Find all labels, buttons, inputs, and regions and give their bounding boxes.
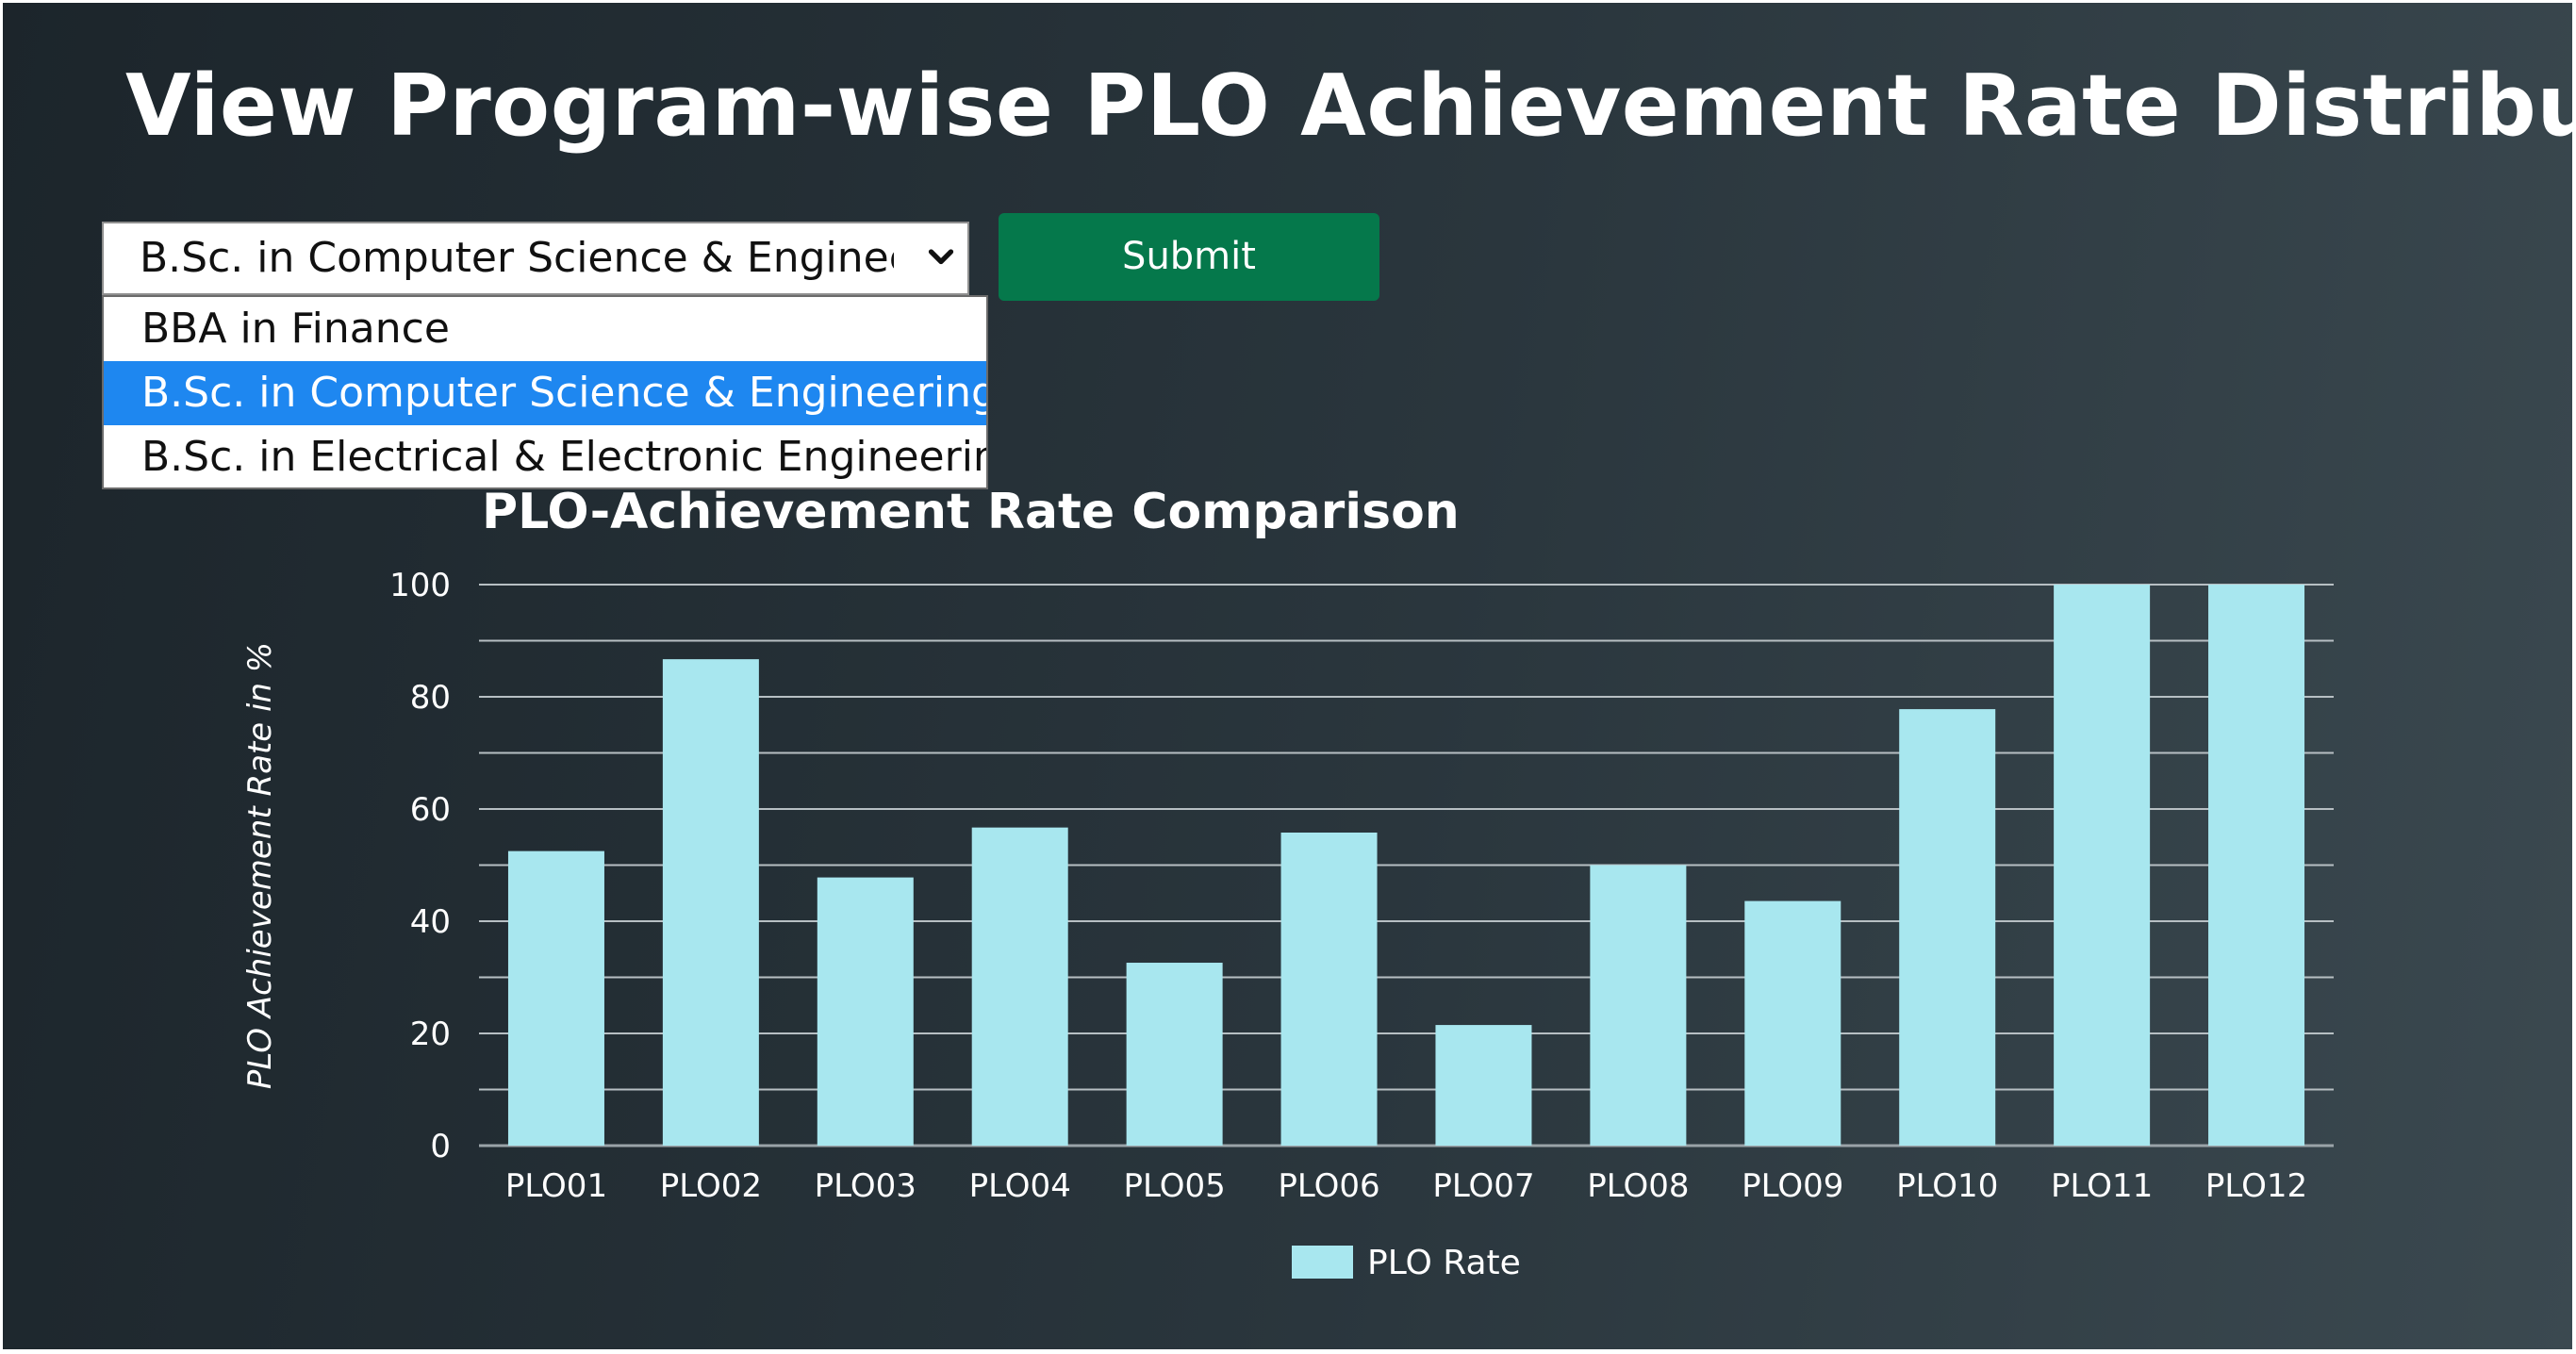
y-tick-label: 60 [410, 791, 451, 829]
bar-plo07[interactable] [1435, 1025, 1532, 1146]
program-select-value: B.Sc. in Computer Science & Engineer [140, 234, 894, 282]
chart-title: PLO-Achievement Rate Comparison [482, 484, 1460, 540]
bar-plo01[interactable] [507, 850, 604, 1146]
bar-plo06[interactable] [1280, 832, 1378, 1146]
dropdown-option-selected[interactable]: B.Sc. in Computer Science & Engineering [104, 361, 986, 425]
legend-label: PLO Rate [1367, 1244, 1521, 1282]
page-panel: View Program-wise PLO Achievement Rate D… [3, 3, 2572, 1349]
x-tick-label: PLO08 [1587, 1167, 1689, 1205]
x-tick-label: PLO11 [2051, 1167, 2153, 1205]
x-tick-label: PLO01 [505, 1167, 607, 1205]
bar-chart: 0 20 40 60 80 100 PLO01 PLO02 PLO03 PLO04 PLO05 PL… [241, 567, 2334, 1282]
x-tick-label: PLO10 [1896, 1167, 1998, 1205]
bar-plo11[interactable] [2054, 585, 2151, 1146]
x-tick-label: PLO02 [660, 1167, 762, 1205]
x-tick-label: PLO07 [1432, 1167, 1534, 1205]
x-tick-label: PLO03 [815, 1167, 916, 1205]
y-axis-label: PLO Achievement Rate in % [241, 642, 279, 1089]
submit-button[interactable]: Submit [999, 213, 1379, 301]
bar-plo05[interactable] [1126, 963, 1223, 1146]
program-select[interactable]: B.Sc. in Computer Science & Engineer [102, 222, 969, 295]
bar-plo08[interactable] [1590, 865, 1687, 1147]
x-tick-label: PLO09 [1742, 1167, 1843, 1205]
program-dropdown-list[interactable]: BBA in Finance B.Sc. in Computer Science… [102, 295, 988, 489]
x-tick-label: PLO06 [1278, 1167, 1379, 1205]
y-tick-label: 100 [389, 567, 451, 604]
chevron-down-icon [928, 249, 954, 265]
dropdown-option[interactable]: BBA in Finance [141, 305, 450, 353]
x-tick-label: PLO05 [1123, 1167, 1225, 1205]
bar-plo02[interactable] [662, 659, 759, 1146]
y-tick-label: 0 [430, 1128, 451, 1165]
x-tick-label: PLO12 [2205, 1167, 2307, 1205]
bar-plo04[interactable] [971, 827, 1068, 1146]
bar-plo12[interactable] [2208, 585, 2305, 1146]
bar-plo03[interactable] [817, 877, 914, 1146]
x-tick-label: PLO04 [969, 1167, 1071, 1205]
y-tick-label: 80 [410, 679, 451, 717]
bar-plo10[interactable] [1899, 709, 1996, 1146]
dropdown-option[interactable]: B.Sc. in Electrical & Electronic Enginee… [141, 433, 986, 481]
y-tick-label: 40 [410, 903, 451, 941]
page-title: View Program-wise PLO Achievement Rate D… [125, 57, 2572, 156]
legend-swatch [1292, 1246, 1353, 1279]
y-tick-label: 20 [410, 1016, 451, 1053]
bar-plo09[interactable] [1744, 900, 1841, 1146]
